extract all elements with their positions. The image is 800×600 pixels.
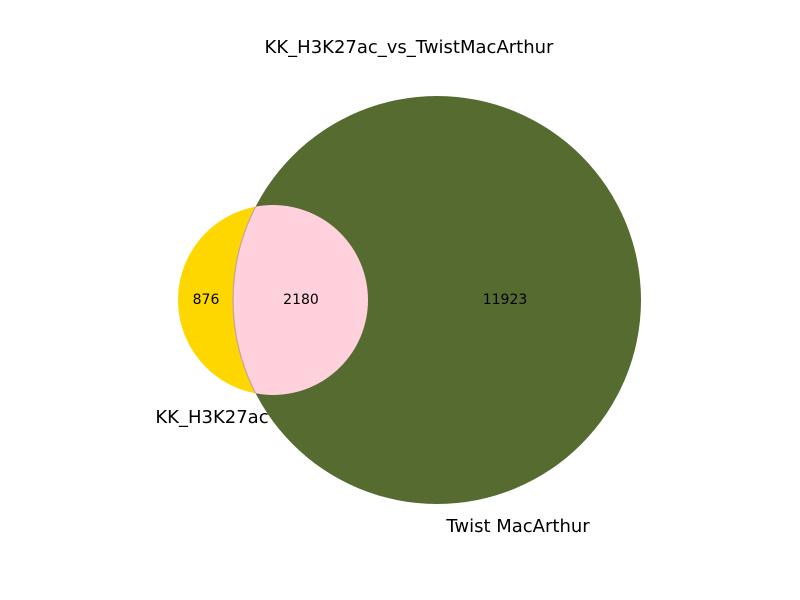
chart-title: KK_H3K27ac_vs_TwistMacArthur — [265, 37, 554, 58]
count-only-b: 11923 — [483, 292, 528, 308]
set-a-label: KK_H3K27ac — [155, 407, 268, 428]
set-b-circle — [233, 96, 641, 504]
count-overlap: 2180 — [283, 292, 319, 308]
set-b-label: Twist MacArthur — [445, 516, 590, 537]
overlap-region — [232, 205, 368, 395]
count-only-a: 876 — [193, 292, 220, 308]
